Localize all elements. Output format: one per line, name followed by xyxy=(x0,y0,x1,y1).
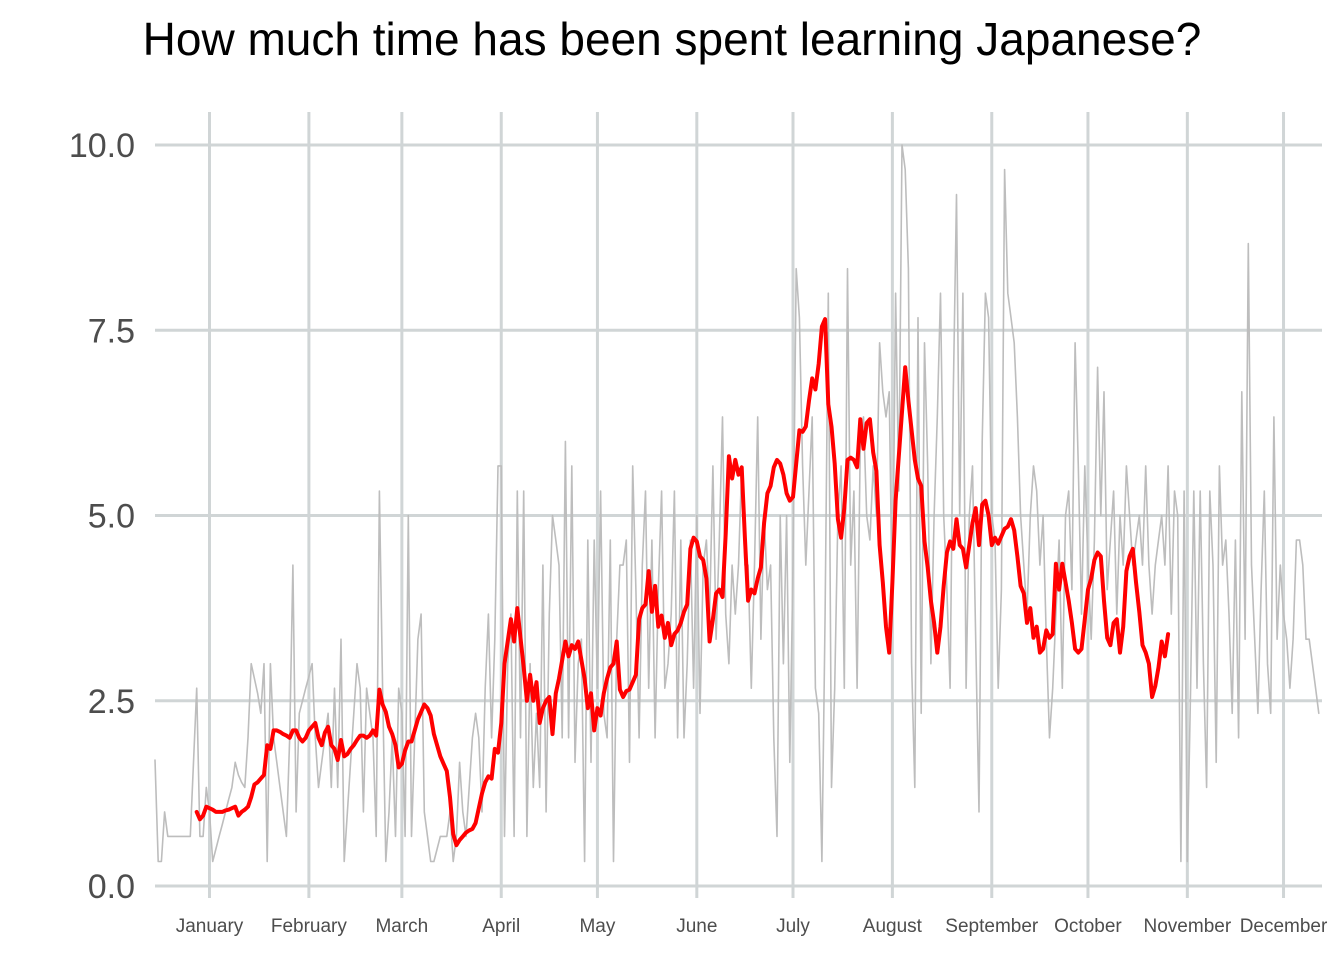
x-tick-label: February xyxy=(271,916,348,937)
smoothed-line xyxy=(194,317,1171,848)
x-tick-label: September xyxy=(945,916,1039,937)
daily-series xyxy=(154,144,1320,863)
x-tick-label: July xyxy=(776,916,810,937)
x-tick-label: January xyxy=(176,916,244,937)
smoothed-series xyxy=(194,317,1171,848)
x-tick-label: March xyxy=(375,916,428,937)
x-tick-label: May xyxy=(579,916,615,937)
x-tick-label: November xyxy=(1144,916,1232,937)
x-tick-label: June xyxy=(676,916,717,937)
y-tick-label: 7.5 xyxy=(88,312,135,350)
y-tick-label: 0.0 xyxy=(88,868,135,906)
y-tick-label: 5.0 xyxy=(88,498,135,536)
y-axis-ticks: 0.0 2.5 5.0 7.5 10.0 xyxy=(69,127,135,906)
y-tick-label: 2.5 xyxy=(88,683,135,721)
daily-line xyxy=(154,144,1320,863)
grid-lines xyxy=(155,112,1322,898)
x-tick-label: October xyxy=(1054,916,1122,937)
x-tick-label: December xyxy=(1240,916,1328,937)
x-tick-label: August xyxy=(863,916,923,937)
y-tick-label: 10.0 xyxy=(69,127,135,165)
x-tick-label: April xyxy=(482,916,520,937)
chart-title: How much time has been spent learning Ja… xyxy=(142,13,1202,65)
x-axis-ticks: January February March April May June July Augu… xyxy=(176,916,1328,937)
